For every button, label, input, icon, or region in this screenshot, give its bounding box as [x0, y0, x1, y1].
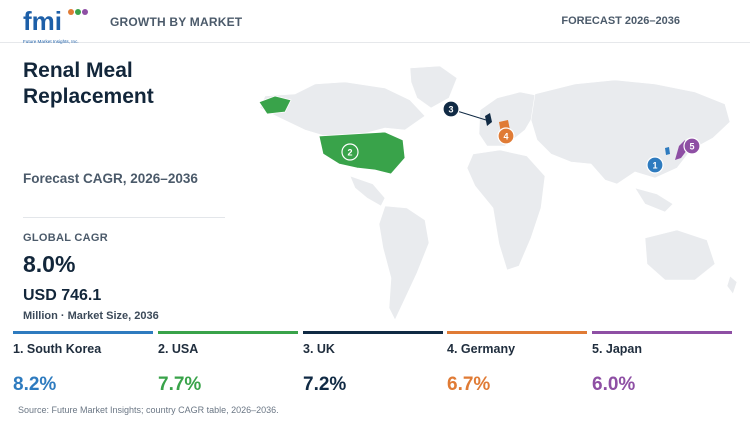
world-map: 1 2 3 4 5 [258, 65, 738, 321]
svg-text:Future Market Insights, Inc.: Future Market Insights, Inc. [23, 39, 79, 44]
marker-1-south-korea [646, 156, 664, 174]
marker-3-uk [442, 100, 460, 118]
country-accent-bar [158, 331, 298, 334]
southeast-asia [634, 187, 674, 213]
country-cagr: 8.2% [13, 374, 57, 395]
world-landmass [259, 65, 738, 321]
forecast-period-label: FORECAST 2026–2036 [561, 15, 680, 27]
country-name: 5. Japan [592, 342, 643, 356]
country-name: 3. UK [303, 342, 335, 356]
global-cagr-label: GLOBAL CAGR [23, 232, 108, 244]
australia [644, 229, 716, 281]
marker-3-label: 3 [448, 105, 453, 115]
marker-1-label: 1 [652, 161, 657, 171]
market-size-unit: Million · Market Size, 2036 [23, 310, 159, 322]
country-name: 4. Germany [447, 342, 516, 356]
country-accent-bar [303, 331, 443, 334]
svg-text:fmi: fmi [23, 6, 62, 36]
asia [530, 79, 731, 185]
country-cagr: 6.7% [447, 374, 491, 395]
country-cagr: 7.7% [158, 374, 202, 395]
country-card-japan: 5. Japan 6.0% [592, 331, 732, 401]
central-america [349, 175, 386, 207]
greenland [409, 65, 458, 109]
country-cagr: 7.2% [303, 374, 347, 395]
country-card-uk: 3. UK 7.2% [303, 331, 443, 401]
south-korea-highlight [665, 147, 670, 155]
uk-connector [456, 110, 487, 121]
country-accent-bar [447, 331, 587, 334]
country-name: 1. South Korea [13, 342, 102, 356]
country-accent-bar [13, 331, 153, 334]
fmi-logo: fmi Future Market Insights, Inc. [23, 6, 88, 44]
marker-2-usa [341, 143, 359, 161]
marker-5-japan [683, 137, 701, 155]
forecast-cagr-subtitle: Forecast CAGR, 2026–2036 [23, 171, 198, 186]
new-zealand [726, 275, 738, 295]
market-size-value: USD 746.1 [23, 287, 102, 304]
country-name: 2. USA [158, 342, 199, 356]
global-cagr-value: 8.0% [23, 251, 76, 277]
alaska-canada [259, 81, 426, 137]
south-america [378, 205, 430, 321]
header-bar: fmi Future Market Insights, Inc. GROWTH … [0, 0, 750, 44]
rank-markers: 1 2 3 4 5 [341, 100, 701, 174]
country-cagr-row: 1. South Korea 8.2% 2. USA 7.7% 3. UK 7.… [0, 331, 750, 401]
marker-4-label: 4 [503, 132, 508, 142]
country-accent-bar [592, 331, 732, 334]
africa [466, 149, 546, 271]
marker-4-germany [497, 127, 515, 145]
page-title: Renal Meal Replacement [23, 59, 154, 108]
country-card-germany: 4. Germany 6.7% [447, 331, 587, 401]
usa-highlight [318, 131, 406, 175]
uk-highlight [485, 113, 492, 126]
country-card-south-korea: 1. South Korea 8.2% [13, 331, 153, 401]
country-cagr: 6.0% [592, 374, 636, 395]
country-card-usa: 2. USA 7.7% [158, 331, 298, 401]
divider [23, 217, 225, 218]
alaska-highlight [258, 95, 292, 115]
growth-by-market-label: GROWTH BY MARKET [110, 15, 243, 29]
source-note: Source: Future Market Insights; country … [18, 405, 279, 415]
marker-5-label: 5 [689, 142, 694, 152]
europe [478, 91, 541, 147]
marker-2-label: 2 [347, 148, 352, 158]
